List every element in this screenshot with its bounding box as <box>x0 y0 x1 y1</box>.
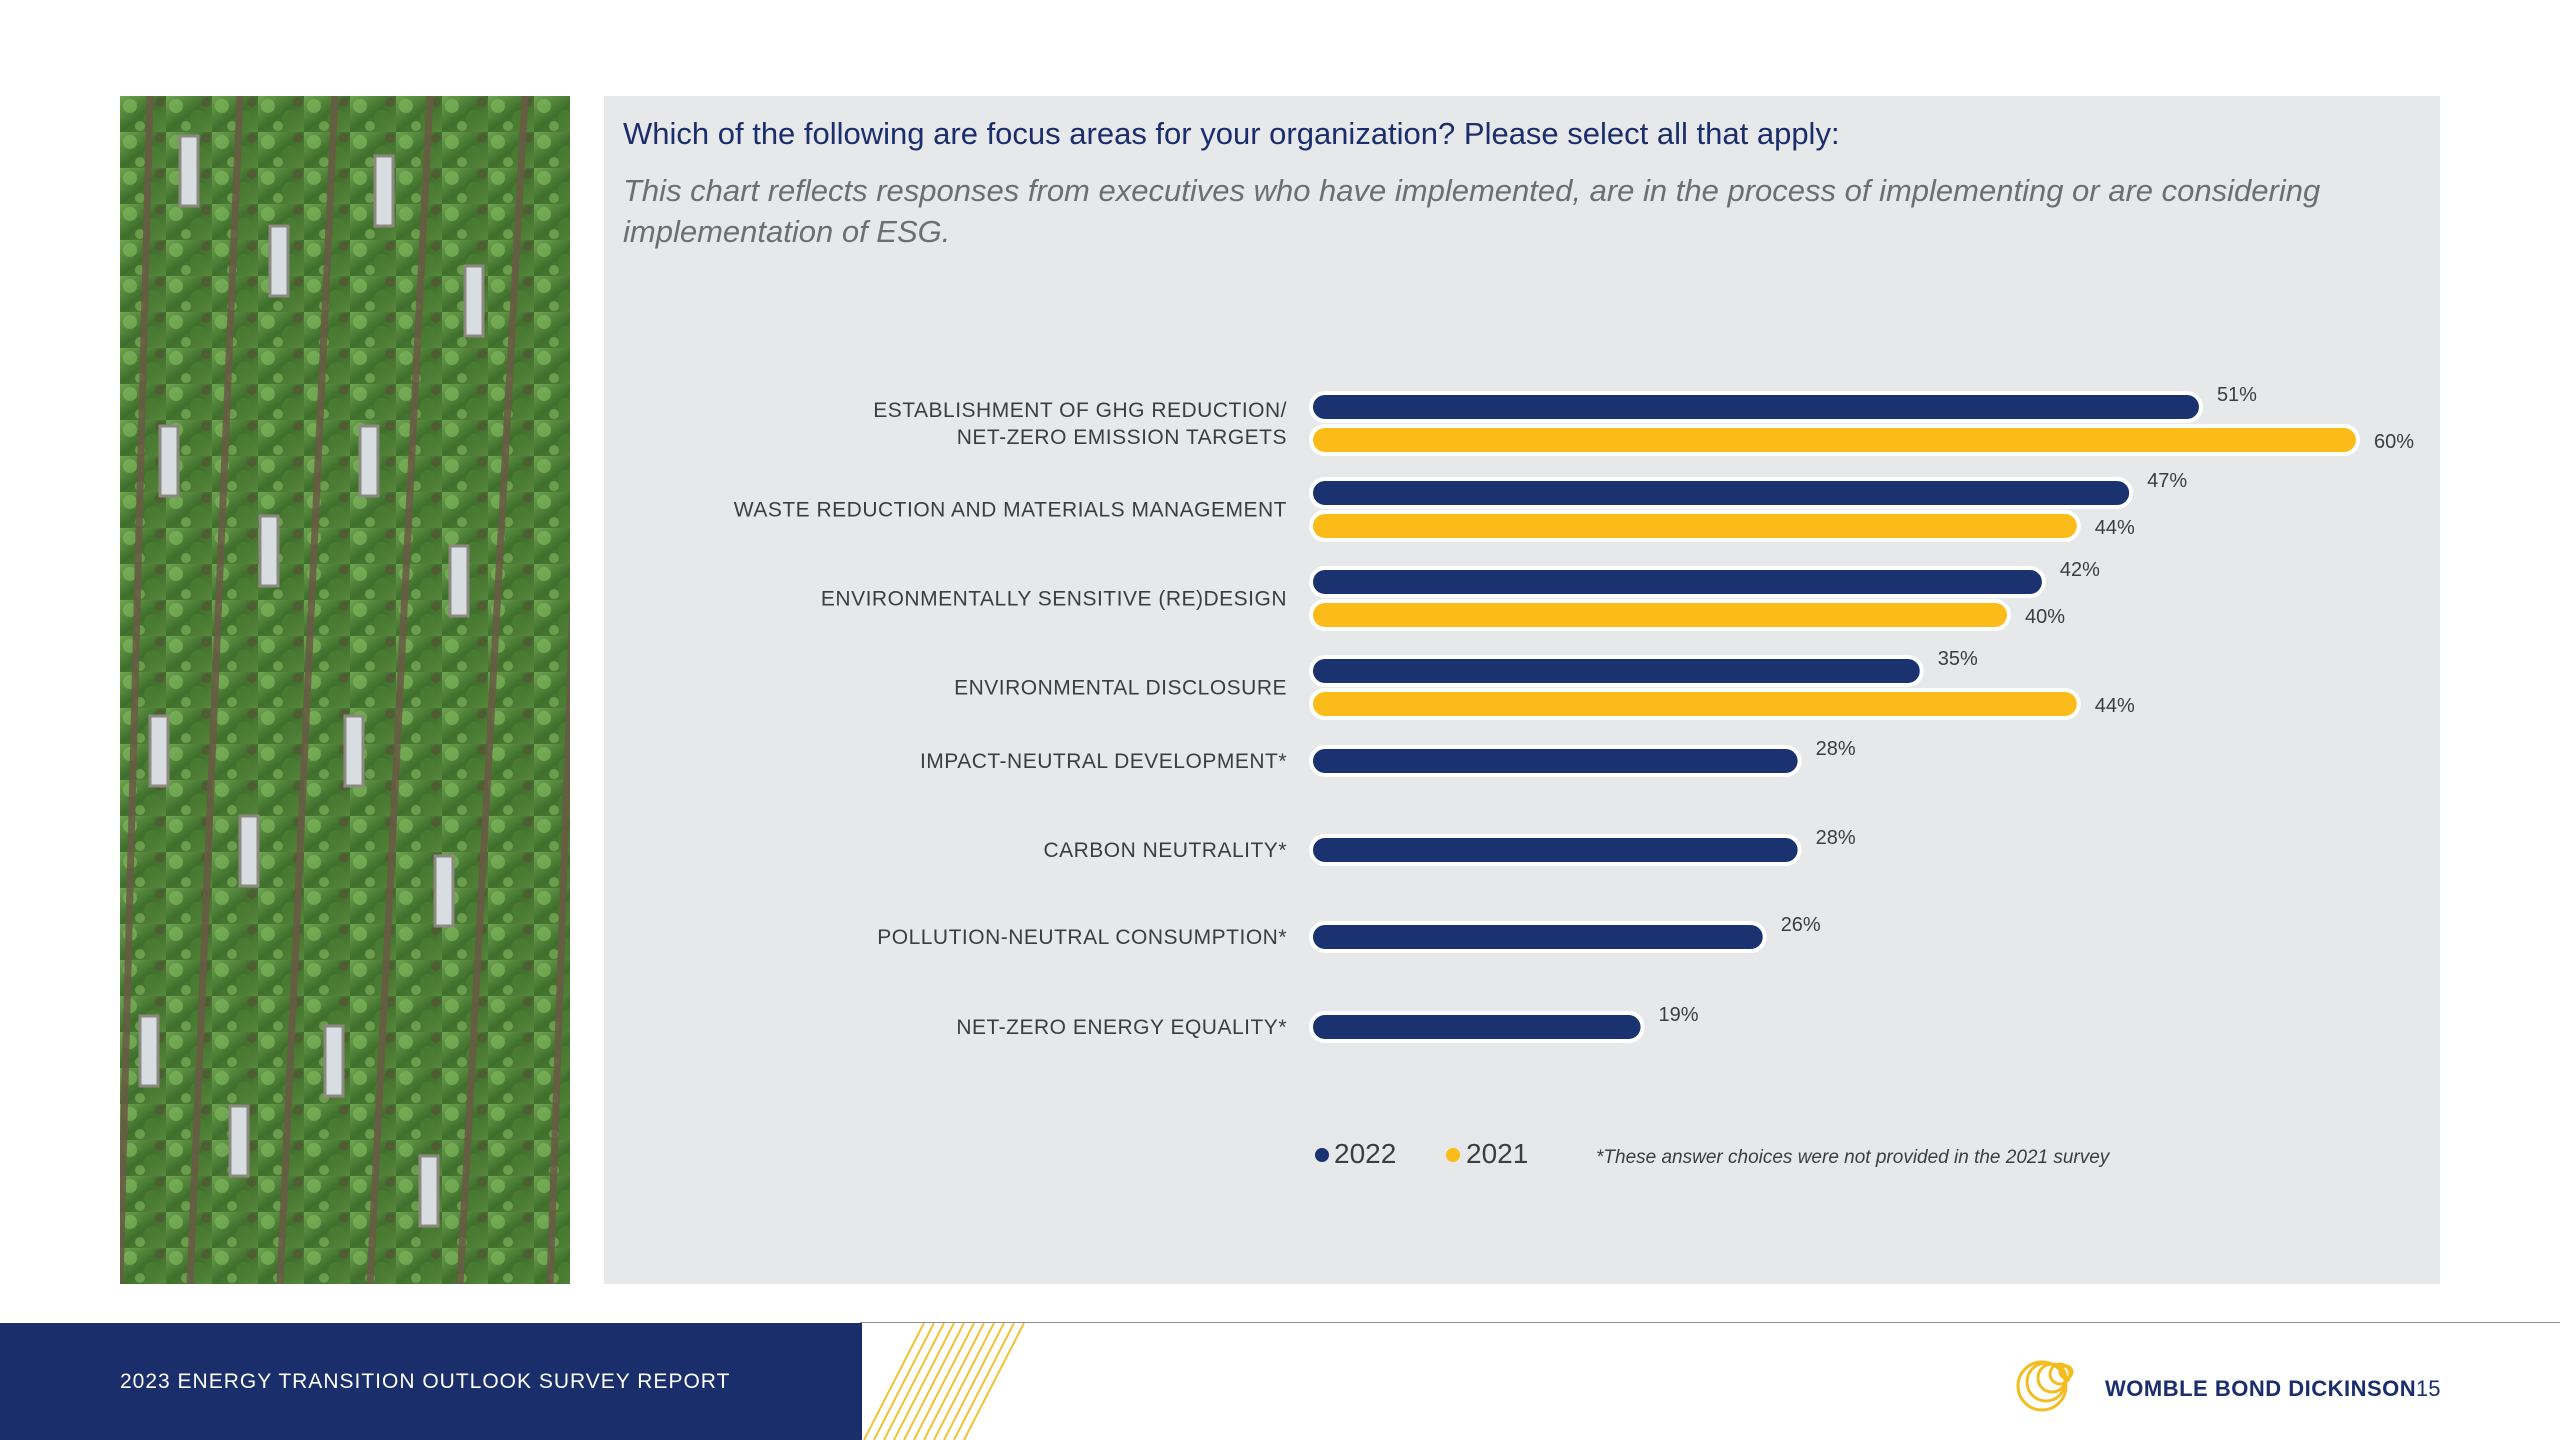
category-label: NET-ZERO ENERGY EQUALITY* <box>956 1016 1287 1039</box>
chart-subtitle: This chart reflects responses from execu… <box>623 173 2321 249</box>
page-number: 15 <box>2416 1376 2441 1401</box>
category-label: NET-ZERO EMISSION TARGETS <box>957 426 1287 449</box>
chart-question: Which of the following are focus areas f… <box>623 116 1840 151</box>
bar-2022 <box>1309 566 2046 598</box>
green-wall-building-photo <box>120 96 570 1284</box>
value-label-2022: 51% <box>2217 384 2257 406</box>
category-label: ESTABLISHMENT OF GHG REDUCTION/ <box>873 399 1287 422</box>
value-label-2022: 19% <box>1659 1004 1699 1026</box>
value-label-2021: 60% <box>2374 431 2414 453</box>
bar-2022 <box>1309 921 1767 953</box>
bar-2022 <box>1309 1011 1645 1043</box>
bar-2021 <box>1309 510 2081 542</box>
category-label: ENVIRONMENTAL DISCLOSURE <box>954 677 1287 700</box>
category-label: WASTE REDUCTION AND MATERIALS MANAGEMENT <box>734 499 1287 522</box>
bar-2022 <box>1309 477 2134 509</box>
bar-2022 <box>1309 745 1802 777</box>
category-label: ENVIRONMENTALLY SENSITIVE (RE)DESIGN <box>821 588 1287 611</box>
chart-footnote: *These answer choices were not provided … <box>1596 1147 2111 1168</box>
value-label-2022: 28% <box>1816 738 1856 760</box>
report-title: 2023 ENERGY TRANSITION OUTLOOK SURVEY RE… <box>120 1370 731 1393</box>
footer-band <box>0 1323 862 1440</box>
bar-2022 <box>1309 391 2203 423</box>
value-label-2022: 42% <box>2060 559 2100 581</box>
legend-marker-2022 <box>1315 1148 1329 1162</box>
decorative-stripes <box>863 1323 1025 1440</box>
wbd-circles-logo <box>2016 1360 2074 1412</box>
value-label-2022: 28% <box>1816 827 1856 849</box>
category-label: IMPACT-NEUTRAL DEVELOPMENT* <box>920 750 1287 773</box>
category-label: POLLUTION-NEUTRAL CONSUMPTION* <box>877 926 1287 949</box>
category-label: CARBON NEUTRALITY* <box>1043 839 1287 862</box>
brand-name: WOMBLE BOND DICKINSON <box>2105 1376 2417 1401</box>
value-label-2022: 47% <box>2147 470 2187 492</box>
bar-chart: ESTABLISHMENT OF GHG REDUCTION/NET-ZERO … <box>734 384 2414 1169</box>
legend-marker-2021 <box>1446 1148 1460 1162</box>
footer-divider <box>860 1322 2560 1323</box>
bar-2022 <box>1309 834 1802 866</box>
value-label-2021: 40% <box>2025 606 2065 628</box>
value-label-2022: 35% <box>1938 648 1978 670</box>
bar-2021 <box>1309 599 2011 631</box>
bar-2021 <box>1309 424 2360 456</box>
value-label-2022: 26% <box>1781 914 1821 936</box>
bar-2021 <box>1309 688 2081 720</box>
value-label-2021: 44% <box>2095 517 2135 539</box>
legend-label-2021: 2021 <box>1466 1138 1528 1169</box>
legend-label-2022: 2022 <box>1334 1138 1396 1169</box>
bar-2022 <box>1309 655 1924 687</box>
value-label-2021: 44% <box>2095 695 2135 717</box>
